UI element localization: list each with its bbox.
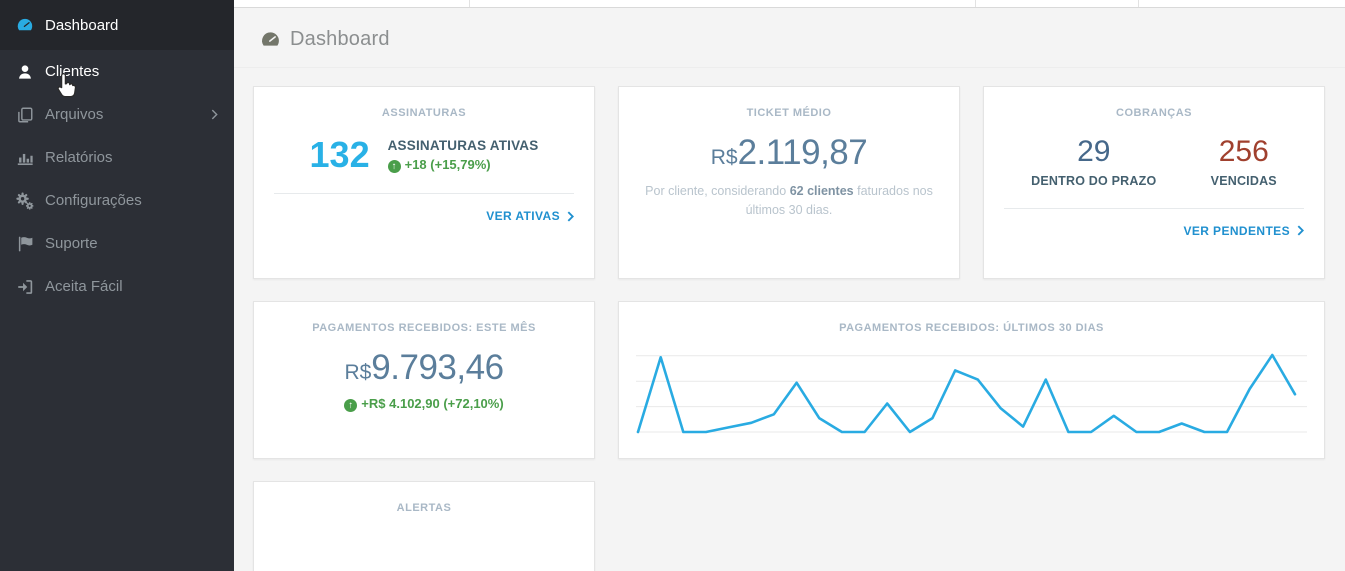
card-ticket-medio: TICKET MÉDIO R$2.119,87 Por cliente, con…	[618, 86, 960, 279]
chevron-right-icon	[1297, 225, 1304, 236]
navbar-divider	[1138, 0, 1139, 7]
vencidas-label: VENCIDAS	[1210, 173, 1277, 188]
sidebar-item-label: Suporte	[45, 235, 98, 252]
cards-grid: ASSINATURAS 132 ASSINATURAS ATIVAS ↑ +18 …	[234, 68, 1345, 571]
tachometer-icon	[14, 15, 36, 35]
arrow-circle-up-icon: ↑	[387, 159, 401, 173]
chevron-right-icon	[211, 109, 218, 120]
pagamentos-mes-delta: ↑ +R$ 4.102,90 (+72,10%)	[344, 396, 504, 412]
sidebar-item-label: Aceita Fácil	[45, 278, 123, 295]
vencidas-count: 256	[1218, 135, 1269, 168]
card-assinaturas: ASSINATURAS 132 ASSINATURAS ATIVAS ↑ +18 …	[253, 86, 595, 279]
card-divider	[274, 193, 574, 194]
card-alertas: ALERTAS	[253, 481, 595, 571]
sidebar-item-clientes[interactable]: Clientes	[0, 50, 234, 93]
card-title: PAGAMENTOS RECEBIDOS: ESTE MÊS	[312, 322, 536, 334]
stat-vencidas: 256 VENCIDAS	[1211, 135, 1277, 188]
top-navbar	[234, 0, 1345, 8]
currency-prefix: R$	[344, 361, 372, 384]
arrow-circle-up-icon: ↑	[344, 399, 358, 412]
sign-in-icon	[14, 277, 36, 297]
card-title: ASSINATURAS	[381, 107, 467, 119]
gears-icon	[14, 191, 36, 211]
sidebar-item-arquivos[interactable]: Arquivos	[0, 93, 234, 136]
files-icon	[14, 105, 36, 125]
sidebar-item-label: Dashboard	[45, 16, 119, 34]
card-title: ALERTAS	[396, 502, 452, 514]
assinaturas-label: ASSINATURAS ATIVAS	[387, 137, 539, 153]
card-title: COBRANÇAS	[1116, 107, 1192, 119]
navbar-divider	[975, 0, 976, 7]
user-icon	[14, 62, 36, 82]
sidebar-item-label: Relatórios	[45, 149, 113, 166]
bar-chart-icon	[14, 148, 36, 168]
card-pagamentos-mes: PAGAMENTOS RECEBIDOS: ESTE MÊS R$9.793,4…	[253, 301, 595, 459]
assinaturas-count: 132	[309, 134, 370, 175]
navbar-divider	[469, 0, 470, 7]
tachometer-icon	[258, 29, 282, 51]
ticket-medio-value: R$2.119,87	[710, 133, 868, 172]
sidebar-item-aceita-facil[interactable]: Aceita Fácil	[0, 265, 234, 308]
ticket-medio-description: Por cliente, considerando 62 clientes fa…	[645, 184, 933, 218]
chevron-right-icon	[567, 210, 574, 222]
main-content: Dashboard ASSINATURAS 132 ASSINATURAS AT…	[234, 0, 1345, 571]
sidebar-item-label: Configurações	[45, 192, 142, 209]
sidebar-item-label: Clientes	[45, 63, 100, 80]
sidebar-item-suporte[interactable]: Suporte	[0, 222, 234, 265]
page-title: Dashboard	[290, 28, 390, 50]
sidebar-item-relatorios[interactable]: Relatórios	[0, 136, 234, 179]
stat-dentro-do-prazo: 29 DENTRO DO PRAZO	[1031, 135, 1156, 188]
currency-prefix: R$	[710, 146, 738, 169]
sidebar-item-dashboard[interactable]: Dashboard	[0, 0, 234, 50]
ver-ativas-link[interactable]: VER ATIVAS	[486, 209, 574, 223]
flag-icon	[14, 234, 36, 254]
sidebar-item-label: Arquivos	[45, 106, 104, 123]
sidebar-item-configuracoes[interactable]: Configurações	[0, 179, 234, 222]
payments-line-chart	[636, 353, 1307, 434]
card-divider	[1004, 207, 1304, 209]
dentro-do-prazo-label: DENTRO DO PRAZO	[1031, 173, 1157, 188]
pagamentos-mes-value: R$9.793,46	[344, 348, 504, 387]
chart-title: PAGAMENTOS RECEBIDOS: ÚLTIMOS 30 DIAS	[839, 322, 1104, 334]
card-cobrancas: COBRANÇAS 29 DENTRO DO PRAZO 256 VENCIDA…	[983, 86, 1325, 279]
ver-pendentes-link[interactable]: VER PENDENTES	[1183, 224, 1304, 238]
card-title: TICKET MÉDIO	[746, 107, 832, 119]
dentro-do-prazo-count: 29	[1077, 135, 1111, 168]
sidebar: Dashboard Clientes Arquivos Relatórios	[0, 0, 234, 571]
page-header: Dashboard	[234, 8, 1345, 68]
assinaturas-delta: ↑ +18 (+15,79%)	[387, 157, 539, 173]
card-pagamentos-30-dias: PAGAMENTOS RECEBIDOS: ÚLTIMOS 30 DIAS	[618, 301, 1325, 459]
